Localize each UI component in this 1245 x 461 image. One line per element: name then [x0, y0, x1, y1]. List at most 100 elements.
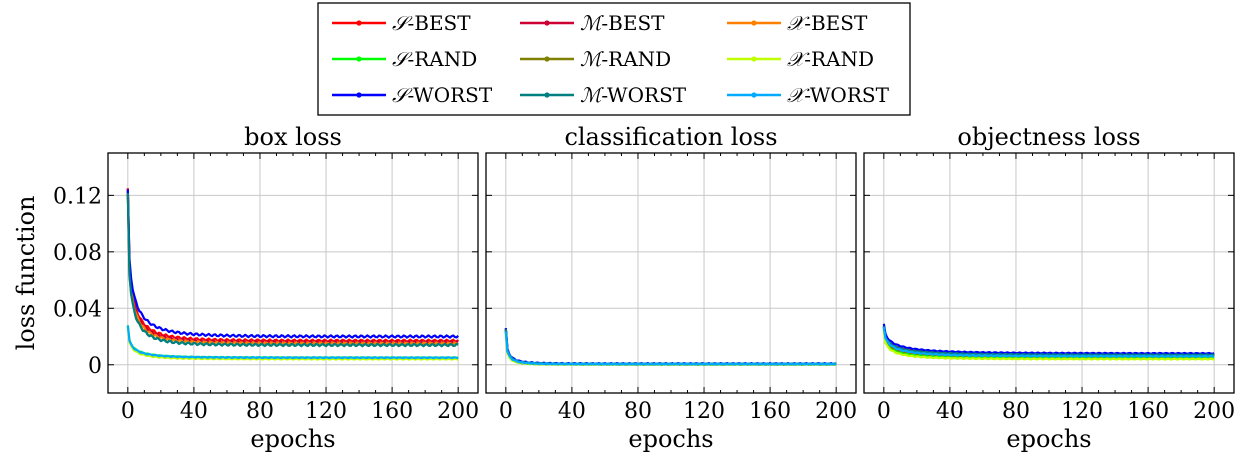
legend-entry: 𝒮-BEST: [332, 11, 471, 35]
x-tick-label: 80: [246, 399, 274, 424]
series-line-worst: [504, 331, 837, 366]
series-group: [504, 327, 837, 366]
x-tick-label: 120: [683, 399, 725, 424]
legend-label: 𝒳-RAND: [787, 47, 874, 71]
legend-swatch-marker: [544, 20, 550, 26]
legend-label: 𝒳-BEST: [787, 11, 868, 35]
series-line-rand: [126, 326, 459, 361]
legend-swatch-marker: [356, 56, 362, 62]
x-axis-label: epochs: [250, 425, 335, 453]
legend-label-variant: -RAND: [601, 47, 671, 71]
legend-label: 𝒮-WORST: [392, 83, 493, 107]
x-tick-label: 40: [558, 399, 586, 424]
x-tick-label: 200: [437, 399, 479, 424]
series-line-worst: [882, 326, 1215, 357]
legend-swatch-marker: [356, 20, 362, 26]
chart-panels: 0 40 80 120 160 200 0 0.04 0.08 0.12 box loss epoch…: [12, 123, 1235, 453]
legend-entry: 𝒮-RAND: [332, 47, 477, 71]
y-tick-label: 0.04: [53, 297, 102, 322]
x-tick-label: 40: [936, 399, 964, 424]
series-line-rand: [504, 332, 837, 366]
series-line-best: [504, 331, 837, 366]
x-tick-label: 80: [624, 399, 652, 424]
panel-title: box loss: [244, 123, 342, 151]
legend-entry: 𝒳-RAND: [727, 47, 874, 71]
x-tick-label: 120: [1061, 399, 1103, 424]
y-axis-label: loss function: [12, 196, 40, 351]
series-line-rand: [882, 331, 1215, 361]
legend-entry: 𝒮-WORST: [332, 83, 493, 107]
series-line-worst: [882, 326, 1215, 358]
legend-label-variant: -RAND: [804, 47, 874, 71]
legend-label-variant: -BEST: [601, 11, 665, 35]
legend-label-prefix: ℳ: [580, 11, 604, 35]
series-line-best: [126, 188, 459, 345]
x-tick-label: 40: [180, 399, 208, 424]
x-tick-label: 160: [749, 399, 791, 424]
series-line-best: [504, 328, 837, 366]
series-line-worst: [882, 323, 1215, 355]
series-line-best: [504, 329, 837, 366]
legend-swatch-marker: [544, 92, 550, 98]
legend-label-variant: -WORST: [601, 83, 686, 107]
series-line-worst: [126, 189, 459, 339]
series-group: [882, 323, 1215, 361]
legend-label-prefix: ℳ: [580, 83, 604, 107]
legend-label: ℳ-RAND: [580, 47, 671, 71]
legend-entry: 𝒳-WORST: [727, 83, 890, 107]
legend-label: 𝒳-WORST: [787, 83, 890, 107]
panel-objectness-loss: 0 40 80 120 160 200 objectness loss epochs: [863, 123, 1235, 453]
series-line-worst: [504, 329, 837, 366]
x-tick-label: 120: [305, 399, 347, 424]
x-tick-label: 80: [1002, 399, 1030, 424]
y-tick-label: 0: [88, 354, 102, 379]
legend-box: [317, 2, 911, 116]
legend-label-variant: -BEST: [804, 11, 868, 35]
series-line-rand: [504, 334, 837, 366]
x-tick-label: 200: [815, 399, 857, 424]
x-tick-label: 160: [371, 399, 413, 424]
series-line-rand: [126, 194, 459, 348]
x-tick-label: 0: [499, 399, 513, 424]
legend-entry: ℳ-RAND: [520, 47, 671, 71]
series-line-worst: [126, 192, 459, 348]
legend-label: ℳ-BEST: [580, 11, 665, 35]
series-line-best: [126, 188, 459, 343]
series-line-rand: [504, 330, 837, 366]
legend-label-variant: -BEST: [407, 11, 471, 35]
panel-title: classification loss: [564, 123, 777, 151]
series-line-worst: [126, 325, 459, 360]
legend-swatch-marker: [751, 20, 757, 26]
legend-swatch-marker: [751, 92, 757, 98]
panel-classification-loss: 0 40 80 120 160 200 classification loss epochs: [485, 123, 857, 453]
legend-entry: ℳ-WORST: [520, 83, 687, 107]
legend-label-variant: -WORST: [407, 83, 492, 107]
legend-label-prefix: ℳ: [580, 47, 604, 71]
legend-label: 𝒮-BEST: [392, 11, 471, 35]
legend-label-variant: -RAND: [407, 47, 477, 71]
series-line-worst: [504, 327, 837, 366]
legend-label-variant: -WORST: [804, 83, 889, 107]
y-tick-label: 0.08: [53, 241, 102, 266]
y-tick-label: 0.12: [53, 184, 102, 209]
panel-frame: [485, 152, 857, 394]
x-tick-label: 200: [1193, 399, 1235, 424]
legend-entry: ℳ-BEST: [520, 11, 665, 35]
legend-swatch-marker: [544, 56, 550, 62]
series-group: [126, 188, 459, 361]
x-tick-label: 160: [1127, 399, 1169, 424]
x-axis-label: epochs: [628, 425, 713, 453]
legend-entry: 𝒳-BEST: [727, 11, 868, 35]
legend-swatch-marker: [356, 92, 362, 98]
x-tick-label: 0: [877, 399, 891, 424]
series-line-best: [126, 192, 459, 346]
panel-box-loss: 0 40 80 120 160 200 0 0.04 0.08 0.12 box loss epoch…: [12, 123, 479, 453]
legend-swatch-marker: [751, 56, 757, 62]
x-tick-label: 0: [121, 399, 135, 424]
panel-title: objectness loss: [957, 123, 1140, 151]
legend-label: ℳ-WORST: [580, 83, 687, 107]
x-axis-label: epochs: [1006, 425, 1091, 453]
legend-label: 𝒮-RAND: [392, 47, 477, 71]
